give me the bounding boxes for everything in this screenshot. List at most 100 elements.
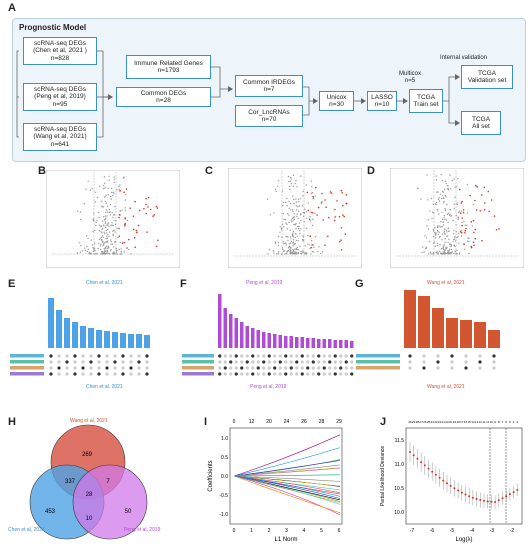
volcano-point: [110, 241, 113, 243]
volcano-point-up: [149, 208, 152, 211]
cv-x-tick: -4: [470, 528, 475, 534]
volcano-point: [111, 243, 114, 245]
volcano-point: [125, 193, 127, 196]
volcano-point: [292, 195, 294, 197]
volcano-point: [424, 248, 427, 250]
upset-dot: [65, 372, 69, 376]
volcano-point: [119, 253, 122, 255]
volcano-point-up: [145, 198, 147, 200]
upset-bar: [262, 332, 266, 348]
volcano-point: [124, 199, 127, 201]
volcano-point: [442, 221, 444, 223]
cv-top-tick: 27: [419, 420, 423, 424]
upset-dot: [333, 372, 337, 376]
volcano-point-up: [306, 191, 309, 194]
volcano-point: [456, 237, 458, 239]
cv-point: [501, 497, 504, 500]
upset-dot: [278, 366, 282, 370]
upset-dot: [97, 360, 101, 364]
upset-dot: [256, 360, 260, 364]
cv-top-tick: 5: [509, 420, 511, 424]
volcano-point: [282, 201, 285, 204]
volcano-point: [81, 250, 83, 252]
cv-top-tick: 11: [486, 420, 489, 424]
cv-top-tick: 20: [445, 420, 449, 424]
volcano-point: [281, 190, 284, 192]
volcano-point: [298, 205, 300, 207]
volcano-point: [288, 243, 291, 245]
volcano-point-up: [133, 236, 136, 239]
volcano-point: [119, 184, 121, 186]
volcano-point: [107, 250, 109, 252]
node-immune-genes-l2: n=1793: [157, 67, 180, 74]
volcano-point: [456, 202, 458, 204]
volcano-point: [434, 237, 437, 239]
volcano-point: [295, 201, 298, 203]
upset-dot: [328, 354, 332, 358]
volcano-point: [449, 252, 451, 254]
upset-dot: [245, 360, 249, 364]
cv-point: [457, 489, 460, 492]
volcano-point-up: [459, 212, 462, 214]
cv-top-tick: 6: [505, 420, 507, 424]
upset-dot: [311, 360, 315, 364]
volcano-point: [99, 185, 101, 188]
volcano-point: [275, 190, 277, 193]
volcano-point-up: [124, 224, 126, 227]
upset-set-bar: [182, 360, 214, 364]
upset-dot: [49, 360, 53, 364]
upset-dot: [105, 360, 109, 364]
volcano-point: [464, 224, 467, 226]
upset-dot: [121, 354, 125, 358]
volcano-point-up: [325, 206, 327, 208]
upset-set-bar: [182, 366, 214, 370]
volcano-point: [123, 251, 126, 253]
volcano-point-up: [132, 215, 135, 217]
volcano-point-up: [487, 190, 490, 193]
volcano-point-up: [327, 235, 329, 238]
volcano-point: [87, 180, 89, 182]
volcano-point: [436, 229, 439, 232]
volcano-point: [292, 248, 294, 251]
volcano-point-up: [334, 216, 337, 218]
volcano-point: [461, 210, 463, 212]
upset-set-bar: [10, 360, 44, 364]
node-common-irdegs-l1: Common IRDEGs: [242, 78, 295, 86]
volcano-point: [112, 233, 114, 235]
volcano-point-up: [463, 243, 465, 246]
volcano-point-up: [473, 244, 475, 247]
volcano-point: [447, 212, 449, 215]
volcano-point: [106, 235, 108, 238]
volcano-point: [429, 251, 432, 253]
volcano-point: [104, 226, 107, 228]
volcano-point: [87, 248, 90, 250]
volcano-point: [106, 205, 109, 207]
volcano-point: [296, 252, 298, 255]
upset-bar: [245, 326, 249, 348]
volcano-point: [438, 200, 441, 202]
upset-plot-f: [182, 294, 354, 376]
volcano-point: [106, 209, 108, 211]
volcano-point: [300, 175, 302, 177]
volcano-point: [290, 246, 292, 249]
volcano-point: [297, 206, 299, 208]
lasso-y-tick: -1.0: [219, 512, 228, 518]
venn-label-wang: Wang et al, 2021: [70, 418, 108, 424]
lasso-top-tick: 29: [336, 419, 342, 425]
upset-dot: [306, 354, 310, 358]
volcano-point: [436, 226, 439, 229]
node-immune-genes: Immune Related Genes n=1793: [126, 55, 211, 79]
volcano-point: [103, 242, 105, 244]
upset-dot: [267, 354, 271, 358]
lasso-y-tick: -0.5: [219, 493, 228, 499]
node-tcga-all: TCGA All set: [461, 111, 501, 135]
volcano-point: [113, 229, 115, 231]
volcano-point-up: [483, 202, 486, 204]
volcano-point-up: [336, 200, 338, 202]
volcano-point: [277, 250, 280, 253]
volcano-point: [423, 251, 425, 253]
volcano-point: [290, 219, 292, 221]
node-lasso-l2: n=10: [374, 101, 390, 108]
upset-dot: [121, 366, 125, 370]
volcano-point-up: [493, 215, 496, 217]
